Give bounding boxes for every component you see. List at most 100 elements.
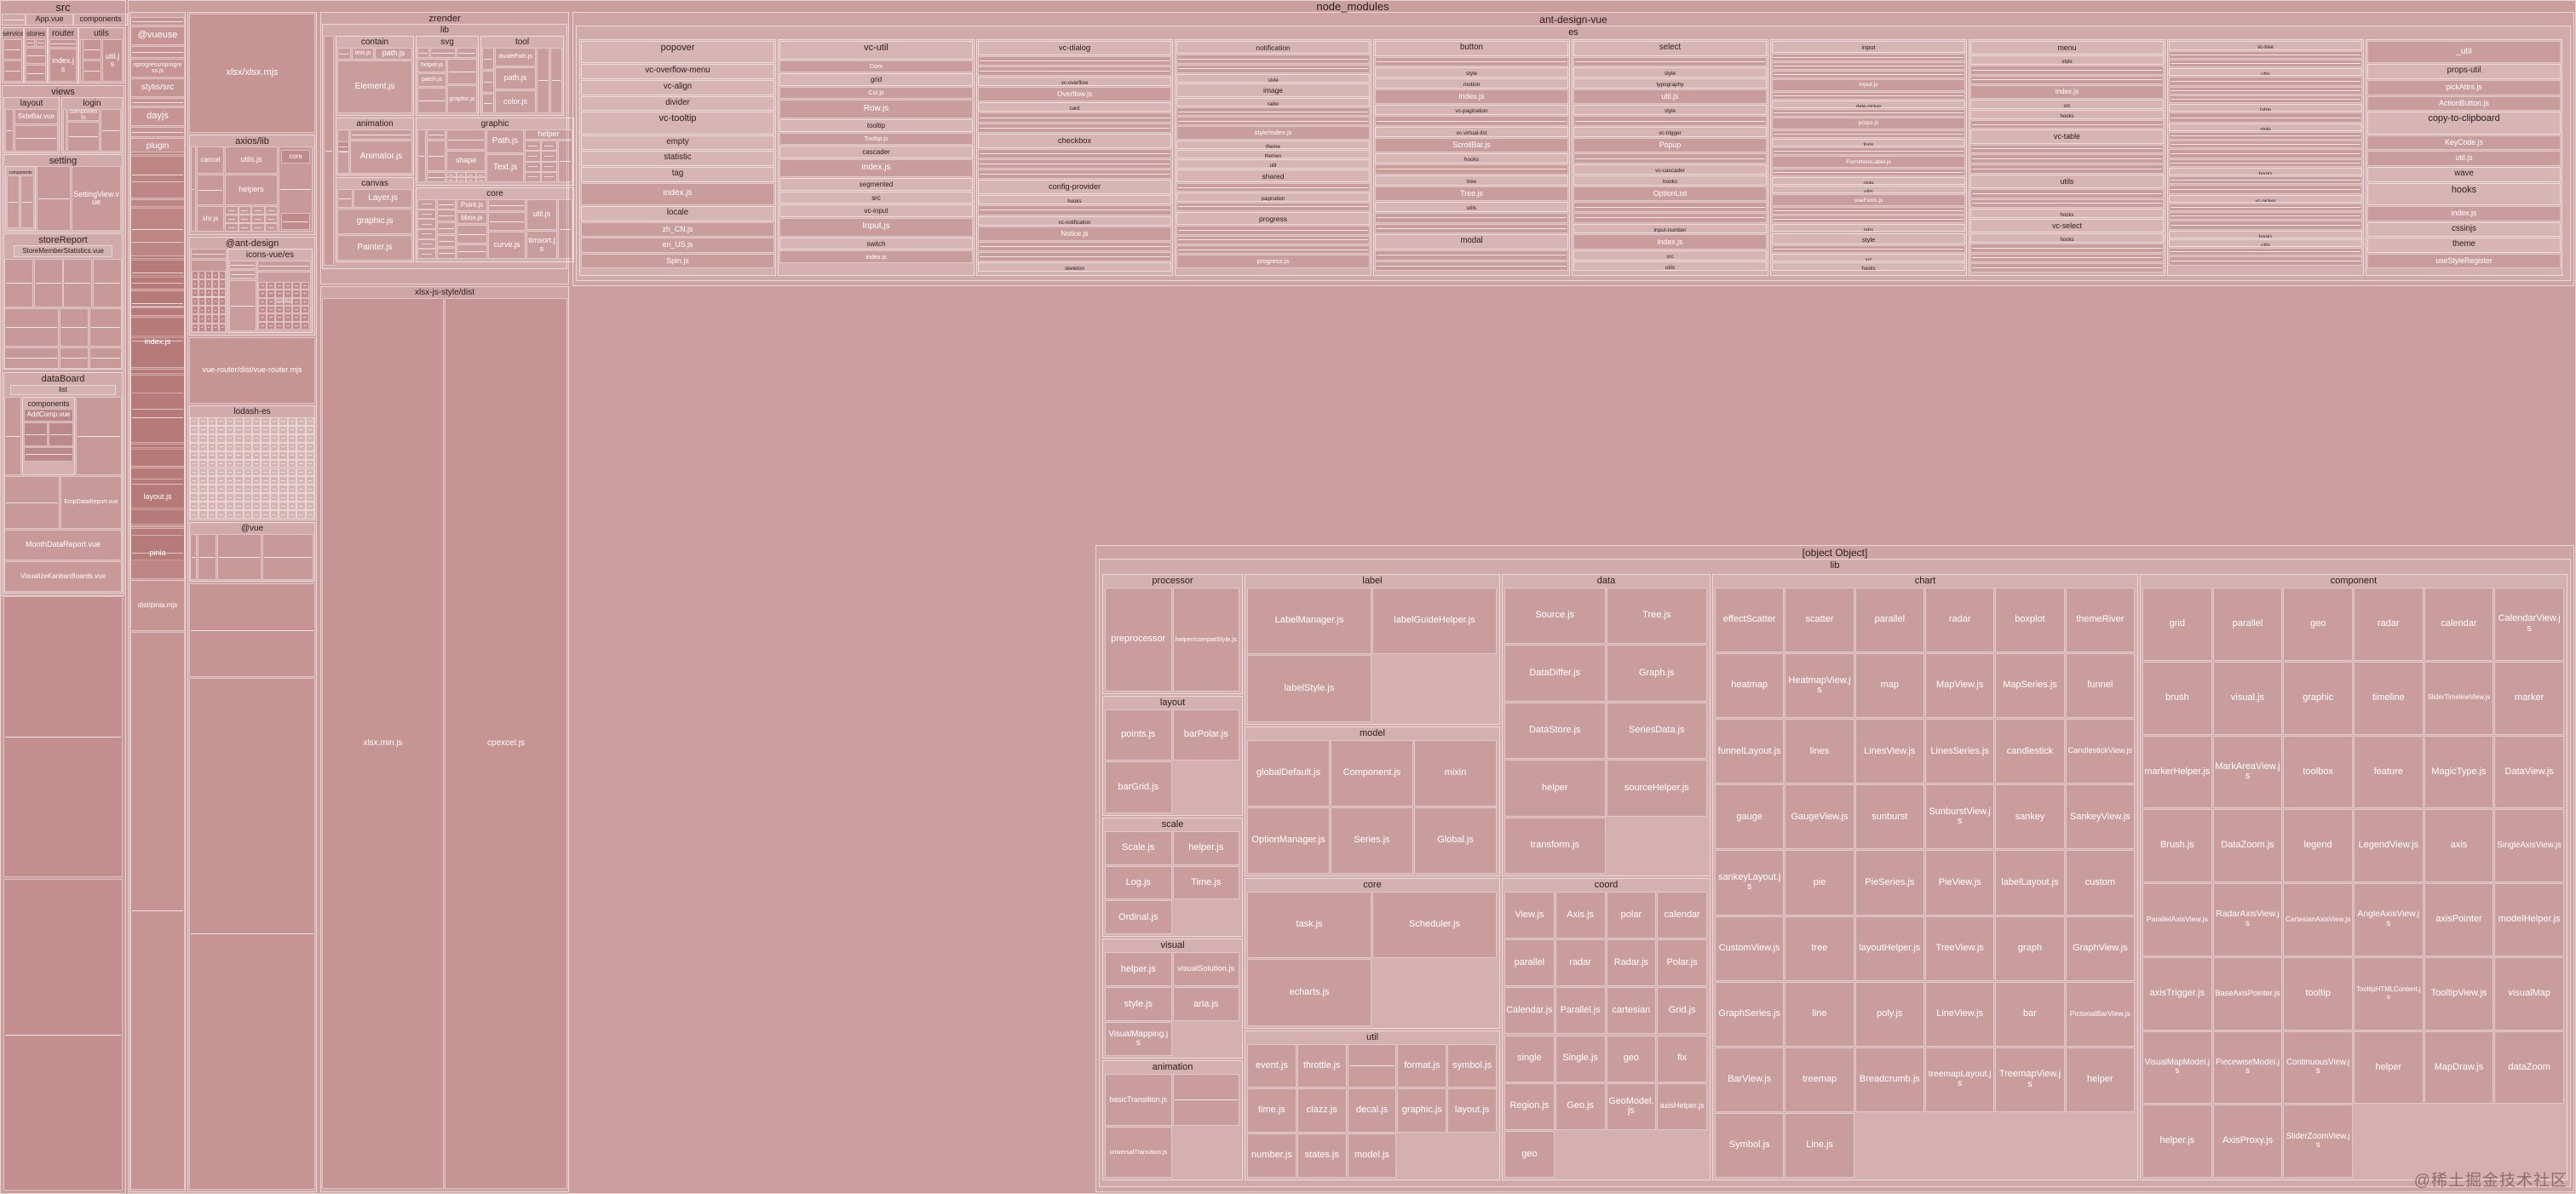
group-vc-align[interactable]: vc-align — [581, 80, 774, 95]
file-[interactable] — [130, 375, 185, 443]
file-tile[interactable] — [243, 425, 252, 434]
file-tile[interactable] — [190, 476, 199, 485]
file-settingview-vue[interactable]: SettingView.vue — [72, 166, 121, 231]
group-utils[interactable]: utils — [1375, 202, 1568, 212]
file-[interactable] — [4, 347, 59, 369]
file-tile[interactable] — [219, 314, 226, 324]
file-candlestickview-js[interactable]: CandlestickView.js — [2065, 719, 2135, 784]
file-tile[interactable] — [267, 313, 275, 322]
file-tile[interactable] — [279, 433, 288, 443]
file-list-js[interactable] — [1375, 164, 1568, 175]
group-style[interactable]: style — [1573, 67, 1767, 78]
file-preprocessor[interactable]: preprocessor — [1105, 588, 1172, 692]
file-tile[interactable] — [466, 172, 476, 177]
group-style[interactable]: style — [1573, 105, 1767, 116]
file-clip-js[interactable] — [337, 141, 349, 152]
file-helper[interactable]: helper — [525, 129, 572, 140]
file-tile[interactable] — [190, 459, 199, 468]
group-utils[interactable]: utils — [1970, 174, 2164, 188]
file-tile[interactable] — [258, 282, 267, 290]
file-icons[interactable]: icons — [257, 272, 311, 331]
file-tile[interactable] — [192, 306, 198, 315]
file-[interactable] — [89, 308, 122, 347]
file-tile[interactable] — [261, 493, 270, 502]
file-map[interactable]: map — [1854, 653, 1924, 719]
file-mapseries-js[interactable]: MapSeries.js — [1995, 653, 2065, 719]
file-body[interactable] — [1970, 164, 2164, 174]
file-effectscatter[interactable]: effectScatter — [1715, 588, 1785, 653]
file-[interactable] — [279, 146, 313, 232]
file-[interactable] — [130, 444, 185, 525]
file-style-index-js[interactable] — [1375, 223, 1568, 234]
file-components[interactable]: components — [73, 14, 128, 26]
file-index-js[interactable] — [978, 205, 1171, 215]
file-color-js[interactable]: color.js — [495, 90, 536, 113]
group-shared[interactable]: shared — [1176, 169, 1370, 183]
file-tile[interactable] — [198, 468, 208, 477]
file-poly-js[interactable]: poly.js — [1854, 981, 1924, 1047]
file-tile[interactable] — [252, 425, 262, 434]
file-index-js[interactable]: index.js — [1573, 234, 1767, 250]
file-cell-index-js[interactable] — [1970, 188, 2164, 198]
file-style-index-js[interactable] — [978, 169, 1171, 180]
file-ordinal-js[interactable]: Ordinal.js — [1105, 900, 1172, 935]
file-input[interactable] — [130, 290, 185, 316]
file-tile[interactable] — [192, 288, 198, 297]
group-locale[interactable]: locale — [581, 205, 774, 221]
file-nprogress-nprogress-js[interactable]: nprogress/nprogress.js — [130, 59, 185, 77]
file-visualmap[interactable]: visualMap — [2494, 956, 2564, 1030]
file-plugin[interactable]: plugin — [130, 138, 185, 155]
file-treeutil-js[interactable] — [2169, 87, 2362, 95]
file-tile[interactable] — [292, 290, 301, 298]
file-tile[interactable] — [261, 468, 270, 477]
file-[interactable] — [482, 48, 494, 70]
file-scrollbar-js[interactable]: ScrollBar.js — [1375, 137, 1568, 153]
file-axis-js[interactable]: Axis.js — [1555, 892, 1606, 939]
file-util-js[interactable] — [2169, 60, 2362, 68]
file-tile[interactable] — [258, 306, 267, 314]
file-monthdatareport-vue[interactable]: MonthDataReport.vue — [4, 530, 122, 560]
file-group-js[interactable] — [427, 172, 446, 182]
file-tile[interactable] — [198, 306, 205, 315]
group-vc-select[interactable]: vc-select — [1970, 218, 2164, 233]
file-components[interactable]: components — [67, 109, 100, 121]
group-style[interactable]: style — [2169, 123, 2362, 131]
file-gauge[interactable]: gauge — [1715, 784, 1785, 850]
file-tile[interactable] — [190, 425, 199, 434]
group-utils[interactable]: utils — [2169, 68, 2362, 77]
file-boxplot[interactable]: boxplot — [1995, 588, 2065, 653]
file-funnellayout-js[interactable]: funnelLayout.js — [1715, 719, 1785, 784]
file-tile[interactable] — [192, 279, 198, 289]
file-graphseries-js[interactable]: GraphSeries.js — [1715, 981, 1785, 1047]
file-dialog-js[interactable] — [978, 66, 1171, 77]
file-helper[interactable]: helper — [1504, 760, 1606, 817]
file-tile[interactable] — [216, 485, 226, 494]
file-axios-js[interactable] — [281, 213, 310, 230]
group-menu[interactable]: menu — [1970, 41, 2164, 55]
file-input-js[interactable]: Input.js — [779, 217, 973, 237]
group-card[interactable]: card — [978, 102, 1171, 112]
file-formitemlabel-js[interactable]: FormItemLabel.js — [1772, 156, 1965, 168]
file-sourcehelper-js[interactable]: sourceHelper.js — [1606, 760, 1707, 817]
file-singleaxisview-js[interactable]: SingleAxisView.js — [2494, 809, 2564, 882]
file-tile[interactable] — [279, 493, 288, 502]
group-zrender[interactable]: zrender — [320, 12, 569, 284]
group-style[interactable]: style — [1375, 67, 1568, 78]
file-group-js[interactable] — [978, 148, 1171, 158]
group-coord[interactable]: coord — [1502, 878, 1711, 1180]
file-feature[interactable]: feature — [2354, 735, 2424, 809]
file-tile[interactable] — [205, 279, 212, 289]
file-usemodal[interactable] — [1375, 261, 1568, 272]
file-mapview-js[interactable]: MapView.js — [1925, 653, 1995, 719]
file-tile[interactable] — [261, 502, 270, 511]
file-loginwindow[interactable] — [101, 109, 121, 152]
group-src[interactable]: src — [1772, 254, 1965, 262]
file-slidertimelineview-js[interactable]: SliderTimelineView.js — [2424, 661, 2494, 735]
file-style-index-js[interactable] — [1772, 91, 1965, 100]
file-tile[interactable] — [475, 172, 486, 177]
file-tile[interactable] — [287, 451, 297, 460]
file-axis[interactable]: axis — [2424, 809, 2494, 882]
file-useform-js[interactable]: useForm.js — [1772, 194, 1965, 207]
file-formitem-js[interactable] — [1772, 215, 1965, 224]
group-nm-col2[interactable] — [187, 12, 317, 1192]
